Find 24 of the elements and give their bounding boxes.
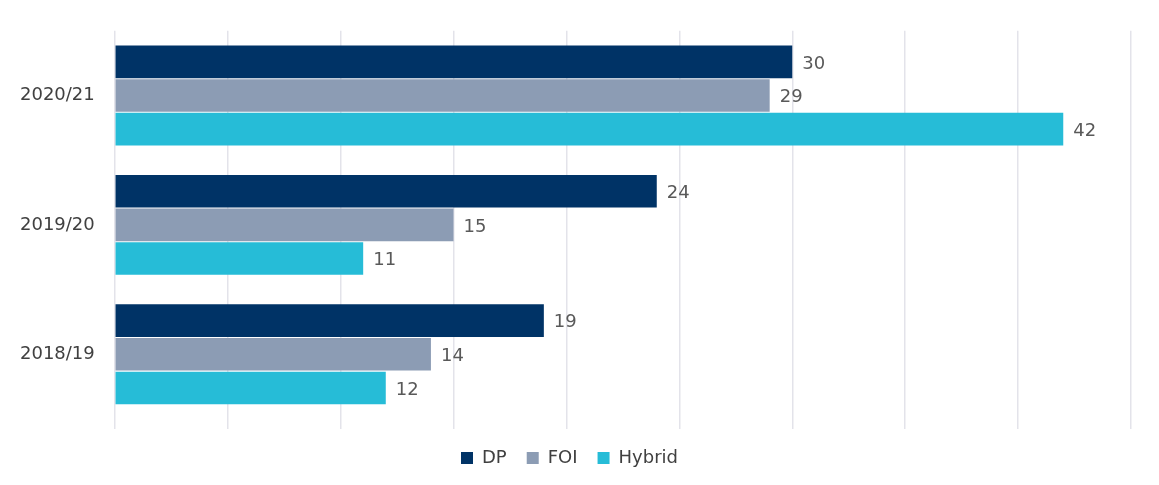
data-label: 30 [802,51,826,73]
data-label: 42 [1073,118,1097,140]
y-tick-label: 2018/19 [20,341,95,363]
data-label: 15 [463,214,487,236]
bar [115,112,1064,146]
bar [115,174,657,208]
bar [115,371,386,405]
data-label: 19 [553,310,577,332]
y-tick-label: 2019/20 [20,212,95,234]
bar [115,304,544,337]
bar [115,242,364,275]
data-label: 14 [440,343,464,365]
bar [115,337,431,371]
legend-label: FOI [547,445,578,467]
legend-label: DP [482,445,507,467]
data-label: 11 [373,248,397,270]
data-label: 12 [395,377,419,399]
bar [115,45,793,79]
bar [115,79,770,112]
data-label: 29 [779,85,803,107]
data-label: 24 [666,180,690,202]
bar [115,208,454,242]
legend-label: Hybrid [618,445,679,467]
y-tick-label: 2020/21 [20,83,95,105]
